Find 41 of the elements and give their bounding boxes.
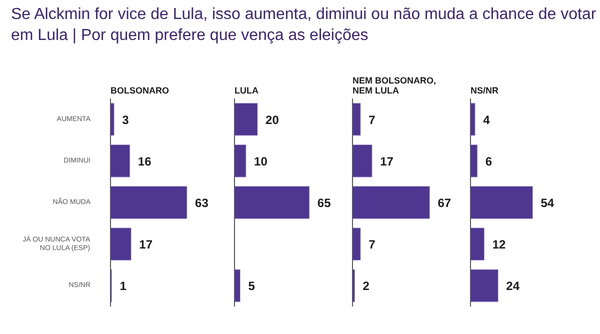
data-label: 54 bbox=[540, 196, 554, 210]
data-label: 24 bbox=[506, 279, 520, 294]
data-label: 17 bbox=[380, 154, 394, 168]
bar bbox=[470, 102, 476, 136]
chart-subtitle: LULA bbox=[234, 86, 259, 96]
chart-subtitle: NS/NR bbox=[470, 86, 499, 96]
bar bbox=[234, 269, 241, 302]
data-label: 2 bbox=[362, 279, 370, 294]
data-label: 1 bbox=[120, 279, 127, 294]
bar bbox=[352, 186, 430, 219]
bar bbox=[352, 102, 361, 136]
bar bbox=[234, 186, 310, 219]
data-label: 3 bbox=[122, 112, 130, 127]
data-label: 10 bbox=[254, 154, 268, 168]
bar bbox=[110, 186, 188, 219]
data-label: 12 bbox=[492, 238, 506, 252]
bar bbox=[470, 269, 498, 302]
bar bbox=[352, 228, 361, 261]
data-label: 17 bbox=[139, 238, 153, 252]
chart-subtitle: BOLSONARO bbox=[110, 86, 169, 96]
text: Se Alckmin for vice de Lula, isso aumenta, diminui ou não muda a chance de votar em Lula | Por quem prefere que vença as eleições bbox=[11, 5, 598, 46]
bar bbox=[470, 186, 534, 219]
chart-subtitle: NEM BOLSONARO, NEM LULA bbox=[352, 76, 436, 96]
data-label: 4 bbox=[483, 112, 490, 127]
bar bbox=[234, 102, 258, 136]
bar bbox=[470, 228, 485, 261]
data-label: 65 bbox=[317, 196, 332, 210]
data-label: 5 bbox=[248, 279, 256, 294]
bar bbox=[470, 144, 478, 178]
data-label: 7 bbox=[368, 238, 376, 252]
data-label: 63 bbox=[195, 196, 209, 210]
bar bbox=[110, 144, 130, 178]
bar bbox=[110, 228, 132, 261]
bar bbox=[352, 144, 372, 178]
data-label: 6 bbox=[485, 154, 492, 168]
bar bbox=[234, 144, 246, 178]
data-label: 16 bbox=[138, 154, 152, 168]
data-label: 20 bbox=[266, 112, 280, 127]
data-label: 7 bbox=[368, 112, 376, 127]
bar bbox=[110, 102, 114, 136]
data-label: 67 bbox=[438, 196, 452, 210]
